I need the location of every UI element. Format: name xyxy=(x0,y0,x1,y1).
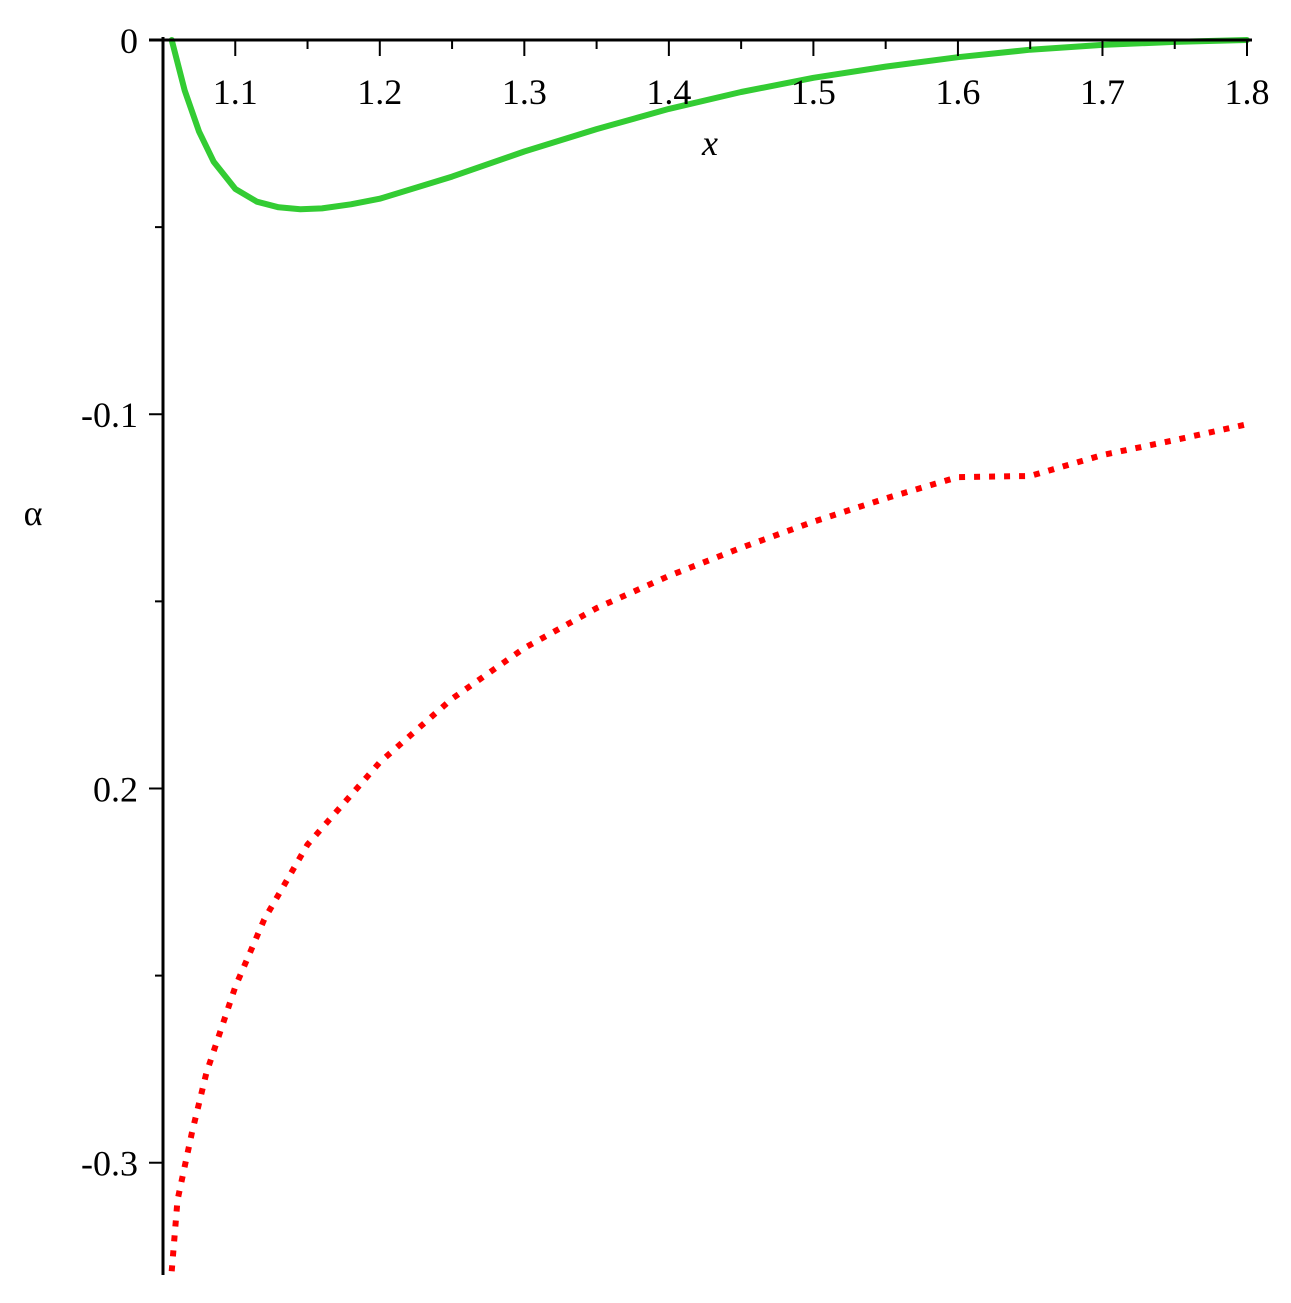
x-tick-label-6: 1.6 xyxy=(935,72,980,112)
y-tick-label-3: 0.2 xyxy=(93,769,138,809)
x-tick-label-1: 1.1 xyxy=(213,72,258,112)
series-line-2 xyxy=(168,421,1248,1272)
x-tick-label-7: 1.7 xyxy=(1080,72,1125,112)
y-axis-title: α xyxy=(24,493,43,533)
y-tick-label-2: -0.1 xyxy=(81,395,138,435)
ticks-layer xyxy=(149,39,1248,1164)
y-tick-label-4: -0.3 xyxy=(81,1144,138,1184)
x-tick-label-5: 1.5 xyxy=(791,72,836,112)
x-tick-label-2: 1.2 xyxy=(357,72,402,112)
series-line-1 xyxy=(168,37,1250,213)
x-tick-label-3: 1.3 xyxy=(502,72,547,112)
x-tick-label-4: 1.4 xyxy=(646,72,691,112)
labels-layer: 1.1 1.2 1.3 1.4 1.5 1.6 1.7 1.8 0 -0.1 0.2 -0.3 xyxy=(81,21,1270,1184)
series-layer xyxy=(168,37,1250,1272)
x-tick-label-8: 1.8 xyxy=(1225,72,1270,112)
x-axis-title: x xyxy=(701,123,718,163)
y-tick-label-1: 0 xyxy=(120,21,138,61)
axes-layer xyxy=(149,37,1252,1275)
